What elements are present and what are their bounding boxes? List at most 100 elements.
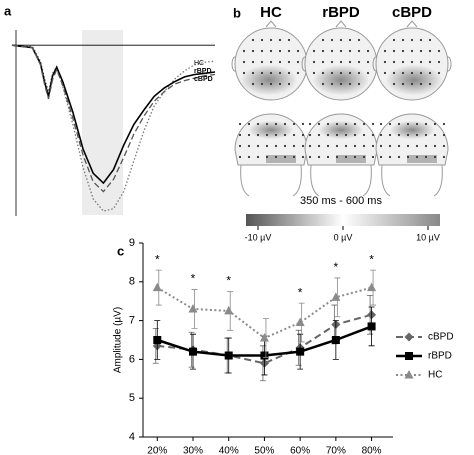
- electrode: [401, 82, 405, 86]
- marker: [153, 336, 162, 344]
- electrode: [330, 49, 334, 53]
- electrode: [274, 144, 278, 148]
- electrode: [269, 60, 273, 64]
- electrode: [269, 49, 273, 53]
- electrode: [357, 82, 361, 86]
- electrode: [401, 71, 405, 75]
- y-tick-label: 6: [129, 353, 135, 365]
- electrode: [410, 71, 414, 75]
- activity: [249, 121, 293, 139]
- time-window-shading: [82, 30, 123, 215]
- electrode: [335, 133, 339, 137]
- electrode: [330, 71, 334, 75]
- electrode: [410, 82, 414, 86]
- electrode: [362, 122, 366, 126]
- electrode: [419, 60, 423, 64]
- legend-marker: [404, 370, 414, 379]
- electrode: [424, 122, 428, 126]
- electrode: [260, 38, 264, 42]
- electrode: [379, 122, 383, 126]
- electrode: [278, 82, 282, 86]
- electrode: [330, 38, 334, 42]
- electrode: [362, 133, 366, 137]
- electrode: [397, 122, 401, 126]
- electrode: [362, 144, 366, 148]
- electrode: [401, 49, 405, 53]
- time-window: 350 ms - 600 ms: [300, 195, 382, 207]
- electrode: [251, 49, 255, 53]
- electrode: [238, 144, 242, 148]
- electrode: [301, 133, 305, 137]
- colorbar-label: 10 µV: [416, 232, 440, 242]
- electrode: [242, 60, 246, 64]
- electrode: [312, 60, 316, 64]
- electrode: [406, 155, 410, 159]
- electrode: [335, 144, 339, 148]
- group-title: HC: [260, 4, 282, 21]
- legend-label: rBPD: [428, 351, 452, 362]
- electrode: [357, 60, 361, 64]
- series: [152, 269, 414, 379]
- electrode: [424, 155, 428, 159]
- head-outline: [335, 20, 347, 28]
- electrode: [339, 49, 343, 53]
- x-tick-label: 50%: [254, 446, 274, 455]
- electrode: [383, 60, 387, 64]
- electrode: [274, 122, 278, 126]
- electrode: [292, 122, 296, 126]
- electrode: [274, 155, 278, 159]
- electrode: [415, 144, 419, 148]
- electrode: [397, 133, 401, 137]
- y-axis-label: Amplitude (µV): [113, 307, 124, 373]
- electrode: [292, 144, 296, 148]
- electrode: [308, 133, 312, 137]
- marker: [259, 333, 269, 342]
- electrode: [366, 71, 370, 75]
- electrode: [348, 82, 352, 86]
- electrode: [371, 155, 375, 159]
- electrode: [326, 133, 330, 137]
- electrode: [388, 155, 392, 159]
- electrode: [317, 144, 321, 148]
- electrode: [269, 71, 273, 75]
- electrode: [339, 82, 343, 86]
- electrode: [326, 155, 330, 159]
- y-tick-label: 4: [129, 431, 135, 443]
- electrode: [442, 122, 446, 126]
- electrode: [238, 122, 242, 126]
- electrode: [260, 71, 264, 75]
- electrode: [283, 122, 287, 126]
- electrode: [292, 133, 296, 137]
- electrode: [247, 155, 251, 159]
- electrode: [274, 133, 278, 137]
- electrode: [335, 155, 339, 159]
- electrode: [388, 144, 392, 148]
- electrode: [339, 60, 343, 64]
- electrode: [433, 133, 437, 137]
- electrode: [428, 49, 432, 53]
- electrode: [344, 133, 348, 137]
- electrode: [317, 155, 321, 159]
- electrode: [344, 155, 348, 159]
- electrode: [379, 133, 383, 137]
- activity: [266, 155, 296, 163]
- electrode: [317, 133, 321, 137]
- activity: [241, 65, 297, 95]
- electrode: [242, 49, 246, 53]
- electrode: [321, 38, 325, 42]
- electrode: [321, 71, 325, 75]
- electrode: [388, 122, 392, 126]
- marker: [224, 305, 234, 315]
- electrode: [278, 71, 282, 75]
- electrode: [269, 82, 273, 86]
- electrode: [326, 144, 330, 148]
- group-title: rBPD: [322, 4, 360, 21]
- electrode: [424, 144, 428, 148]
- electrode: [392, 71, 396, 75]
- activity: [319, 121, 363, 139]
- electrode: [428, 60, 432, 64]
- electrode: [321, 60, 325, 64]
- series-line: [156, 286, 372, 340]
- electrode: [353, 144, 357, 148]
- marker: [188, 303, 198, 313]
